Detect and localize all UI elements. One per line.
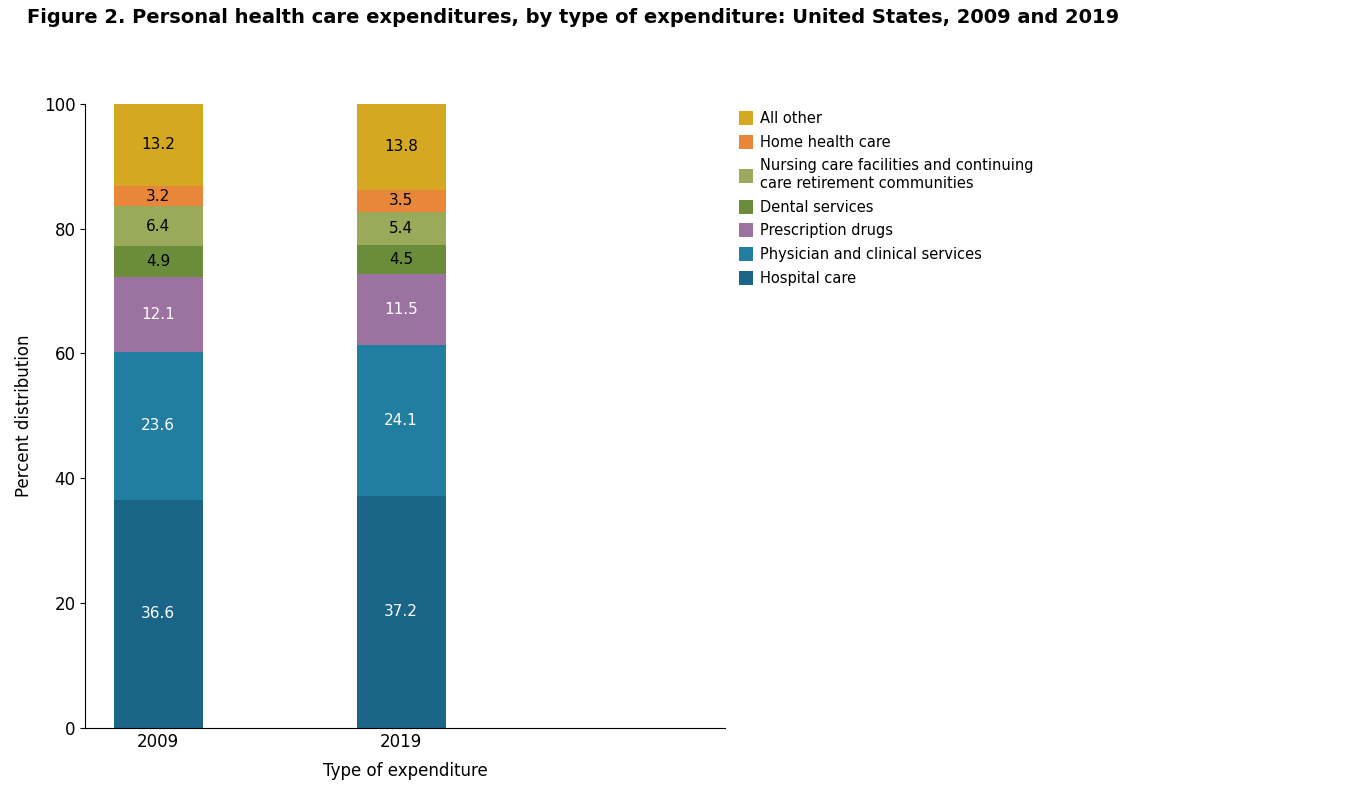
Text: 36.6: 36.6 bbox=[142, 607, 176, 621]
Text: 13.2: 13.2 bbox=[142, 138, 176, 153]
Text: 3.2: 3.2 bbox=[146, 188, 170, 204]
Bar bbox=[356, 496, 446, 728]
Text: 4.9: 4.9 bbox=[146, 254, 170, 269]
Bar bbox=[113, 186, 202, 206]
Text: 12.1: 12.1 bbox=[142, 307, 176, 322]
Bar bbox=[113, 103, 202, 186]
Bar bbox=[113, 352, 202, 499]
Text: 24.1: 24.1 bbox=[385, 413, 418, 428]
Bar bbox=[356, 246, 446, 273]
Bar bbox=[113, 206, 202, 246]
Bar bbox=[113, 499, 202, 728]
Bar bbox=[356, 273, 446, 345]
Bar bbox=[356, 211, 446, 246]
Bar bbox=[356, 103, 446, 190]
Text: 37.2: 37.2 bbox=[385, 604, 418, 619]
X-axis label: Type of expenditure: Type of expenditure bbox=[323, 762, 487, 780]
Text: 4.5: 4.5 bbox=[389, 252, 413, 267]
Text: 5.4: 5.4 bbox=[389, 221, 413, 236]
Legend: All other, Home health care, Nursing care facilities and continuing
care retirem: All other, Home health care, Nursing car… bbox=[738, 111, 1034, 286]
Text: Figure 2. Personal health care expenditures, by type of expenditure: United Stat: Figure 2. Personal health care expenditu… bbox=[27, 8, 1119, 27]
Text: 6.4: 6.4 bbox=[146, 219, 170, 234]
Y-axis label: Percent distribution: Percent distribution bbox=[15, 335, 32, 497]
Bar bbox=[113, 277, 202, 352]
Text: 3.5: 3.5 bbox=[389, 193, 413, 208]
Text: 13.8: 13.8 bbox=[385, 139, 418, 154]
Bar bbox=[113, 246, 202, 277]
Text: 23.6: 23.6 bbox=[142, 418, 176, 433]
Text: 11.5: 11.5 bbox=[385, 302, 418, 317]
Bar bbox=[356, 345, 446, 496]
Bar bbox=[356, 190, 446, 211]
